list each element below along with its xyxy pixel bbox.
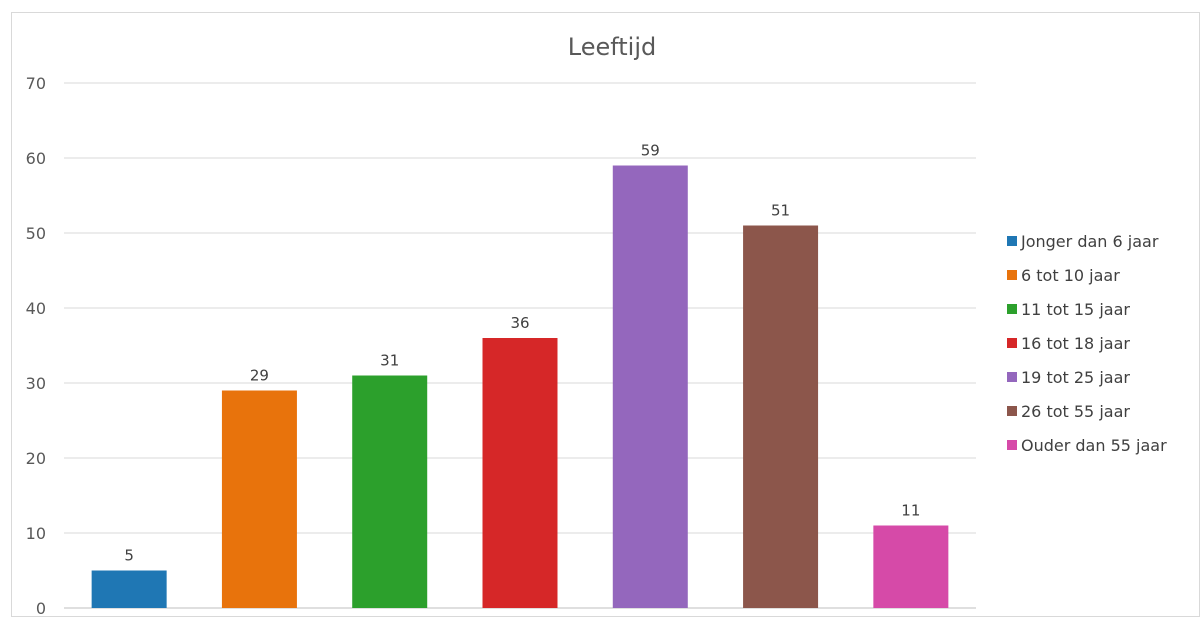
bar-6 (743, 225, 819, 608)
y-tick-label: 30 (26, 374, 46, 393)
legend-swatch (1007, 304, 1017, 314)
legend-label: 6 tot 10 jaar (1021, 266, 1120, 285)
y-tick-label: 60 (26, 149, 46, 168)
y-tick-label: 0 (36, 599, 46, 618)
gridlines (64, 82, 976, 609)
legend-label: Jonger dan 6 jaar (1020, 232, 1159, 251)
y-tick-label: 10 (26, 524, 46, 543)
bar-1 (91, 570, 167, 608)
bar-4 (482, 338, 558, 608)
bars (91, 165, 949, 608)
legend-swatch (1007, 236, 1017, 246)
data-label: 5 (124, 547, 134, 565)
y-axis-ticks: 0 10 20 30 40 50 60 70 (26, 74, 46, 618)
legend-label: Ouder dan 55 jaar (1021, 436, 1167, 455)
legend-label: 11 tot 15 jaar (1021, 300, 1130, 319)
bar-3 (352, 375, 428, 608)
data-label: 29 (250, 367, 269, 385)
legend-swatch (1007, 372, 1017, 382)
legend-swatch (1007, 440, 1017, 450)
data-label: 59 (641, 142, 660, 160)
data-label: 11 (901, 502, 920, 520)
legend: Jonger dan 6 jaar 6 tot 10 jaar 11 tot 15 … (1007, 232, 1167, 455)
data-labels: 5 29 31 36 59 51 11 (124, 142, 920, 565)
legend-label: 26 tot 55 jaar (1021, 402, 1130, 421)
data-label: 36 (510, 314, 529, 332)
bar-5 (612, 165, 688, 608)
y-tick-label: 40 (26, 299, 46, 318)
legend-swatch (1007, 406, 1017, 416)
y-tick-label: 50 (26, 224, 46, 243)
data-label: 31 (380, 352, 399, 370)
legend-swatch (1007, 270, 1017, 280)
chart-title: Leeftijd (568, 33, 657, 61)
legend-label: 16 tot 18 jaar (1021, 334, 1130, 353)
y-tick-label: 70 (26, 74, 46, 93)
bar-7 (873, 525, 949, 608)
data-label: 51 (771, 202, 790, 220)
bar-2 (221, 390, 297, 608)
legend-swatch (1007, 338, 1017, 348)
y-tick-label: 20 (26, 449, 46, 468)
legend-label: 19 tot 25 jaar (1021, 368, 1130, 387)
chart-frame (11, 12, 1200, 617)
